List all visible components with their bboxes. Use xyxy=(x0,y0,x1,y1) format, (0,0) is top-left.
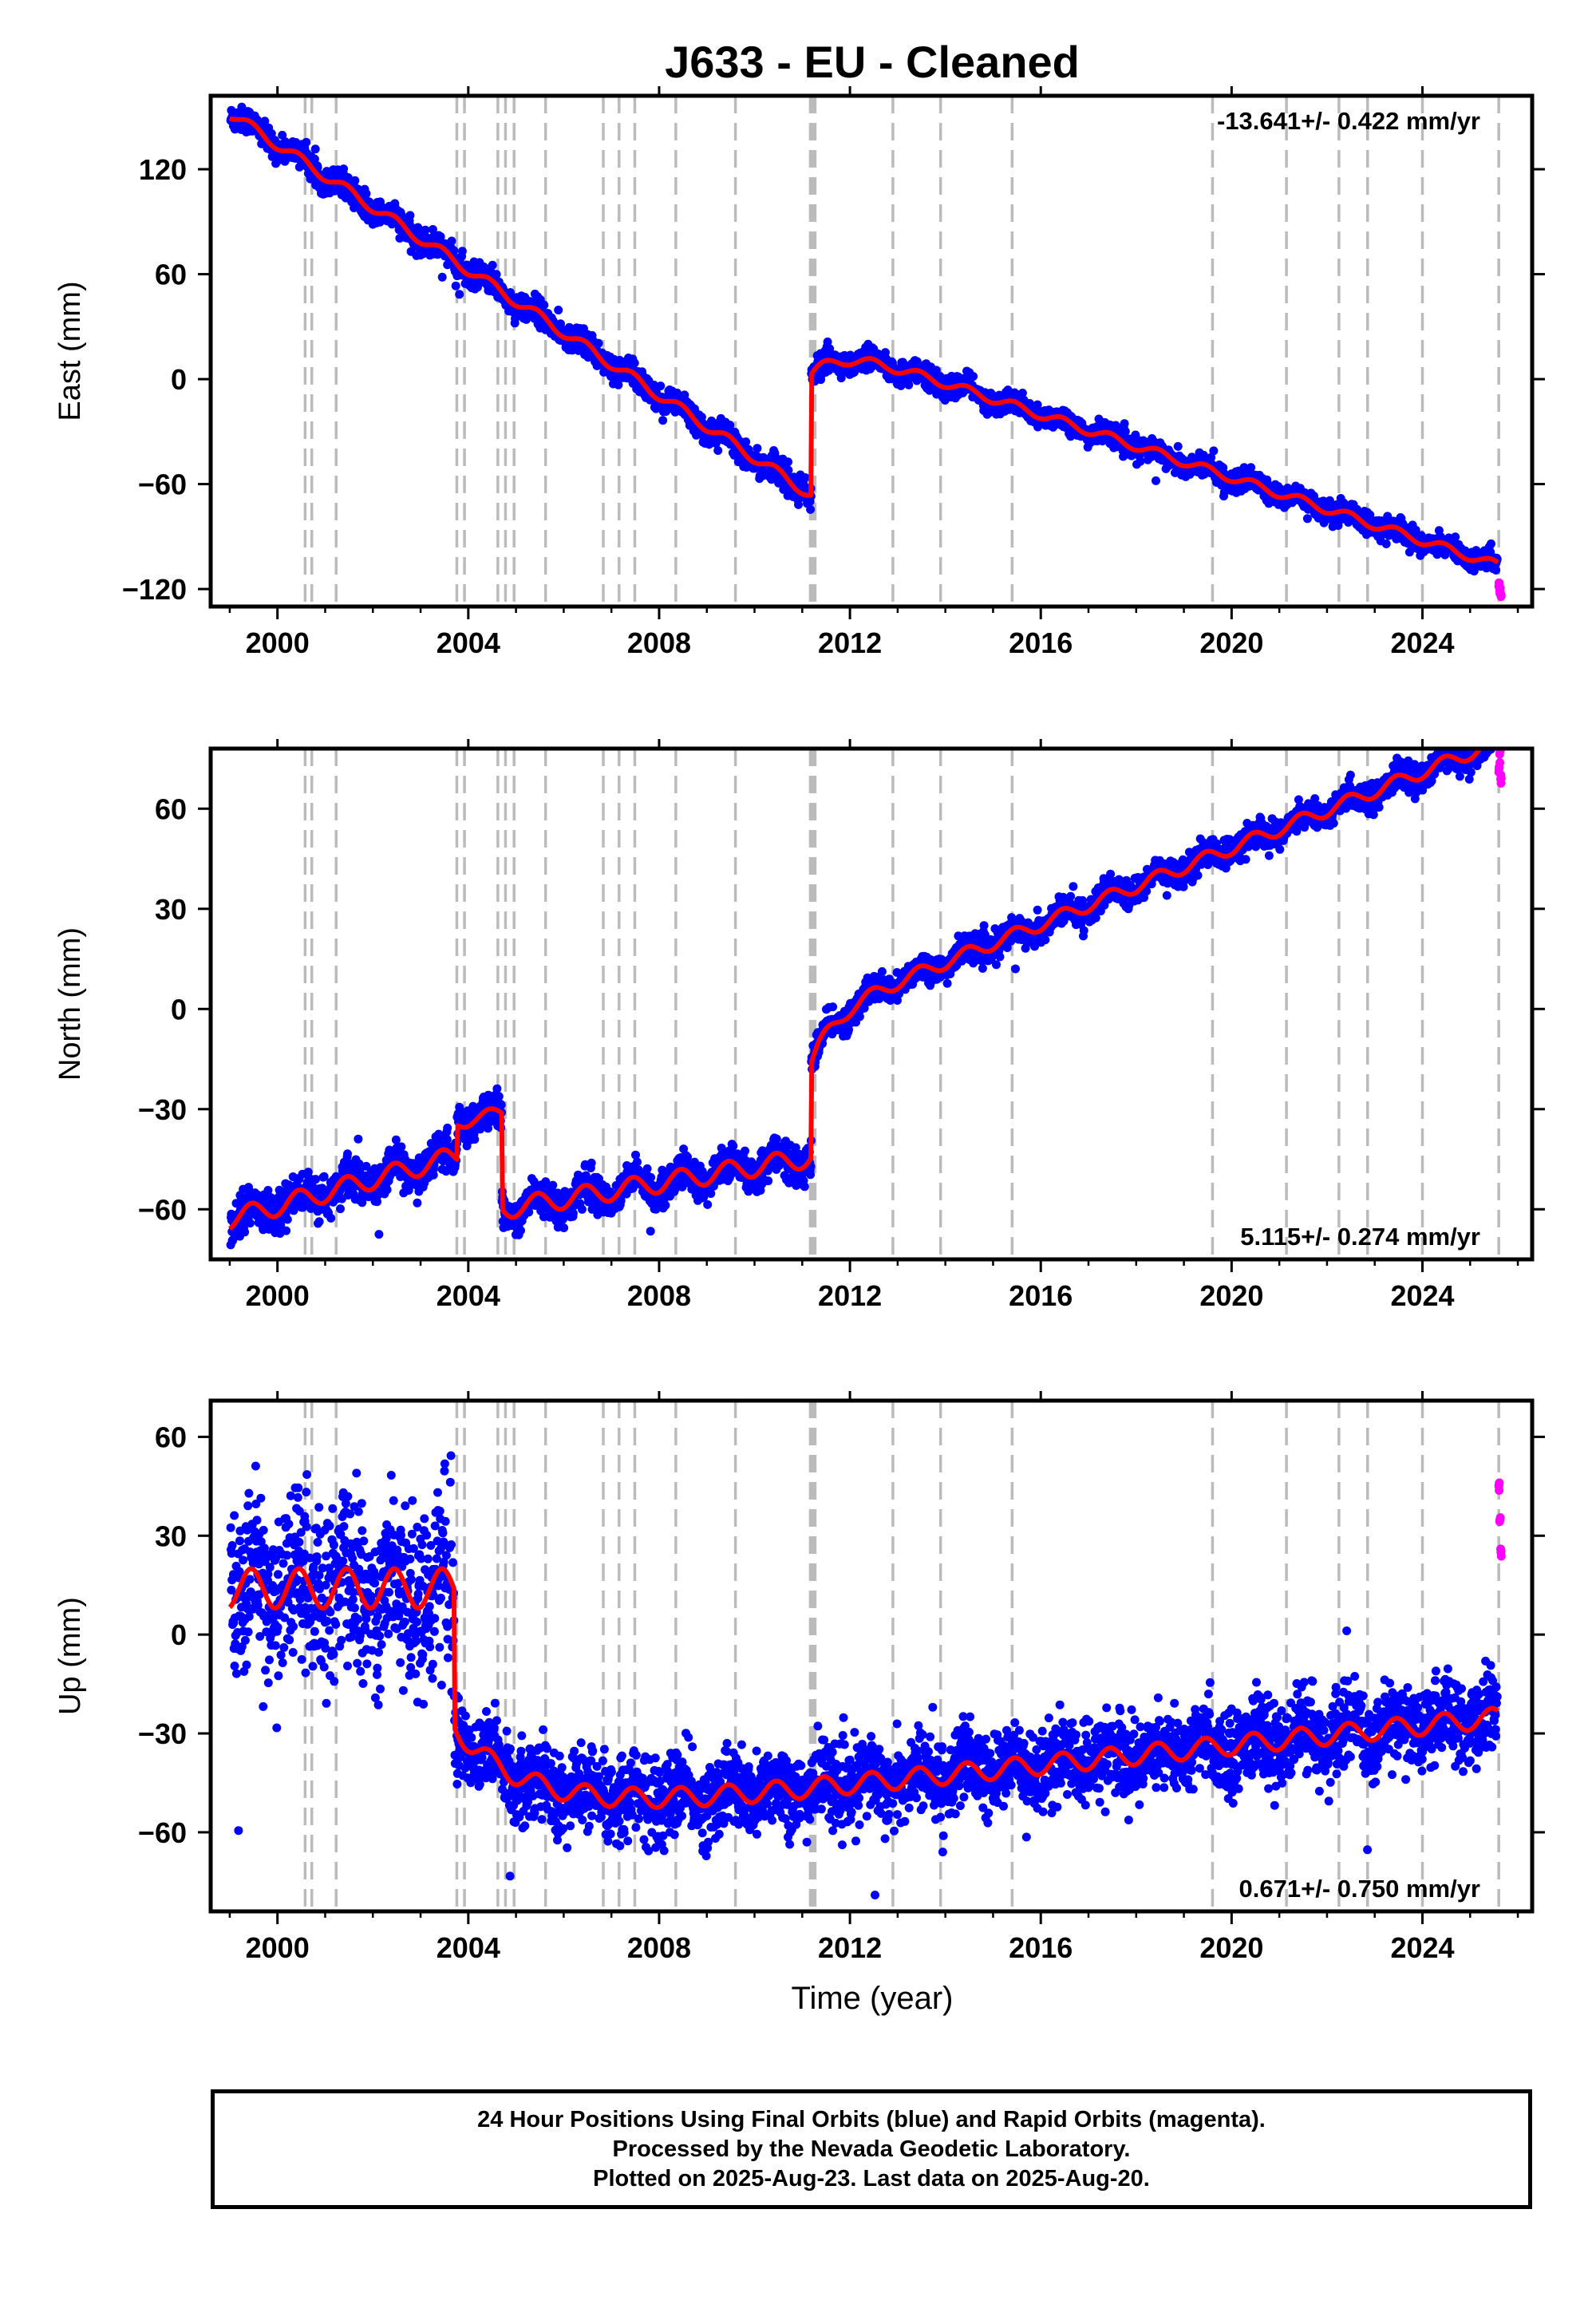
final-orbit-point xyxy=(492,270,501,279)
final-orbit-point xyxy=(443,1123,452,1132)
final-orbit-point xyxy=(969,372,978,381)
x-tick-label: 2016 xyxy=(1009,626,1073,659)
final-orbit-point xyxy=(725,421,735,430)
final-orbit-point xyxy=(1120,419,1129,429)
final-orbit-point xyxy=(494,1092,504,1101)
final-orbit-point xyxy=(650,381,659,389)
rate-label: -13.641+/- 0.422 mm/yr xyxy=(1217,107,1480,135)
final-orbit-point xyxy=(405,211,415,220)
final-orbit-point xyxy=(539,300,549,310)
final-orbit-point xyxy=(1381,539,1391,548)
final-orbit-point xyxy=(397,1142,406,1152)
rapid-orbit-point xyxy=(1496,591,1506,600)
y-axis-label: East (mm) xyxy=(53,281,87,421)
x-tick-label: 2000 xyxy=(246,626,310,659)
final-orbit-point xyxy=(451,281,460,290)
x-tick-label: 2024 xyxy=(1390,626,1454,659)
data-area xyxy=(226,749,1506,1250)
final-orbit-point xyxy=(806,504,816,514)
final-orbit-point xyxy=(784,457,792,467)
final-orbit-point xyxy=(326,1213,336,1223)
final-orbit-point xyxy=(1173,441,1183,451)
final-orbit-point xyxy=(1451,532,1460,542)
final-orbit-point xyxy=(447,236,456,246)
y-tick-label: 120 xyxy=(139,153,187,186)
y-tick-label: 60 xyxy=(155,259,187,291)
final-orbit-point xyxy=(343,1149,352,1159)
final-orbit-point xyxy=(470,1135,480,1144)
final-orbit-point xyxy=(904,380,914,389)
final-orbit-point xyxy=(336,1204,345,1214)
final-orbit-point xyxy=(1152,476,1160,485)
final-orbit-point xyxy=(1302,514,1312,524)
final-orbit-point xyxy=(630,358,639,368)
final-orbit-point xyxy=(1491,565,1501,575)
final-orbit-point xyxy=(713,446,723,455)
final-orbit-point xyxy=(282,1226,291,1235)
final-orbit-point xyxy=(382,1185,392,1195)
final-orbit-point xyxy=(436,232,445,241)
final-orbit-point xyxy=(1120,427,1130,437)
final-orbit-point xyxy=(1487,539,1495,548)
final-orbit-point xyxy=(794,500,803,509)
final-orbit-point xyxy=(310,154,319,164)
final-orbit-point xyxy=(784,465,793,475)
final-orbit-point xyxy=(1246,463,1256,472)
final-orbit-point xyxy=(1033,400,1042,409)
final-orbit-point xyxy=(1136,456,1145,466)
final-orbit-point xyxy=(554,306,563,314)
final-orbit-point xyxy=(246,1219,255,1228)
final-orbit-point xyxy=(310,144,320,154)
y-tick-label: 0 xyxy=(171,363,187,396)
final-orbit-point xyxy=(374,1230,384,1239)
final-orbit-point xyxy=(350,176,360,185)
final-orbit-point xyxy=(516,1226,525,1235)
x-tick-label: 2008 xyxy=(627,626,691,659)
final-orbit-point xyxy=(260,117,270,126)
final-orbit-point xyxy=(594,338,603,348)
final-orbit-point xyxy=(1017,389,1027,397)
final-orbit-point xyxy=(311,1175,321,1184)
final-orbit-point xyxy=(881,348,890,358)
final-orbit-point xyxy=(741,437,751,447)
final-orbit-point xyxy=(774,478,784,488)
x-tick-label: 2004 xyxy=(437,626,500,659)
data-area xyxy=(226,102,1506,601)
x-tick-label: 2020 xyxy=(1199,626,1263,659)
chart-title: J633 - EU - Cleaned xyxy=(665,37,1080,87)
y-tick-label: −120 xyxy=(122,573,187,606)
final-orbit-point xyxy=(753,444,762,453)
final-orbit-point xyxy=(354,1134,363,1144)
final-orbit-point xyxy=(800,473,810,482)
final-orbit-point xyxy=(421,225,430,235)
final-orbit-point xyxy=(496,1100,506,1109)
final-orbit-point xyxy=(437,272,447,282)
final-orbit-point xyxy=(457,247,467,256)
final-orbit-point xyxy=(658,416,668,425)
final-orbit-point xyxy=(488,260,497,270)
final-orbit-point xyxy=(455,290,464,299)
final-orbit-point xyxy=(413,223,423,232)
final-orbit-point xyxy=(282,1215,292,1224)
final-orbit-point xyxy=(361,189,371,199)
final-orbit-point xyxy=(240,1227,250,1237)
final-orbit-point xyxy=(413,1198,422,1207)
final-orbit-point xyxy=(614,380,623,389)
y-tick-label: −60 xyxy=(138,468,187,501)
final-orbit-point xyxy=(302,137,311,147)
final-orbit-points xyxy=(226,749,1495,1250)
final-orbit-point xyxy=(1209,446,1219,456)
final-orbit-point xyxy=(823,337,832,346)
panel-north: 2000 2004 2008 2012 2016 2020 2024−60−3003060N… xyxy=(53,739,1545,1312)
final-orbit-point xyxy=(492,1084,502,1093)
final-orbit-point xyxy=(656,381,666,391)
final-orbit-point xyxy=(314,1217,324,1227)
rapid-orbit-points xyxy=(1494,578,1506,601)
x-tick-label: 2012 xyxy=(818,626,882,659)
panel-east: 2000 2004 2008 2012 2016 2020 2024 −120 −60 0 60 12… xyxy=(53,86,1545,659)
